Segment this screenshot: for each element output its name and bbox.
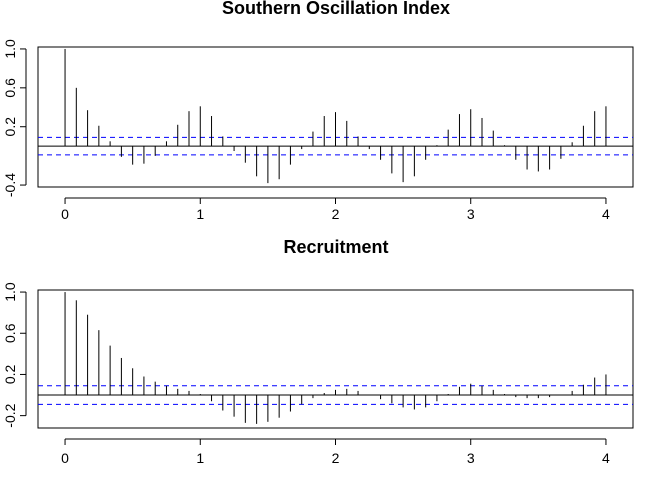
soi-x-tick-label: 0 [61,206,69,222]
recruitment-plot-marks [38,292,633,424]
recruitment-x-tick-label: 3 [467,450,475,466]
soi-x-tick-label: 1 [196,206,204,222]
recruitment-y-tick-label: -0.2 [2,403,18,427]
recruitment-x-tick-label: 2 [332,450,340,466]
soi-y-tick-label: 0.2 [2,117,18,137]
recruitment-x-tick-label: 4 [602,450,610,466]
soi-acf-panel: Southern Oscillation Index 0 1 2 3 4-0.40.20… [2,0,634,222]
soi-y-tick-label: 1.0 [2,39,18,59]
recruitment-y-tick-label: 1.0 [2,282,18,302]
recruitment-y-tick-label: 0.2 [2,365,18,385]
soi-plot-marks [38,48,633,184]
soi-x-tick-label: 2 [332,206,340,222]
recruitment-acf-panel: Recruitment 0 1 2 3 4 -0.2 0.2 0.6 1.0 [2,237,634,466]
soi-plot-frame [37,46,634,188]
recruitment-y-tick-label: 0.6 [2,323,18,343]
soi-x-tick-label: 3 [467,206,475,222]
recruitment-chart-title: Recruitment [283,237,388,257]
recruitment-x-tick-label: 0 [61,450,69,466]
recruitment-axes: 0 1 2 3 4 -0.2 0.2 0.6 1.0 [2,282,610,466]
soi-y-tick-label: 0.6 [2,78,18,98]
soi-axes: 0 1 2 3 4 -0.4 0.2 0.6 1.0 [2,39,610,222]
soi-chart-title: Southern Oscillation Index [222,0,450,18]
recruitment-x-tick-label: 1 [196,450,204,466]
soi-x-tick-label: 4 [602,206,610,222]
recruitment-plot-frame [37,289,634,429]
soi-y-tick-label: -0.4 [2,173,18,197]
